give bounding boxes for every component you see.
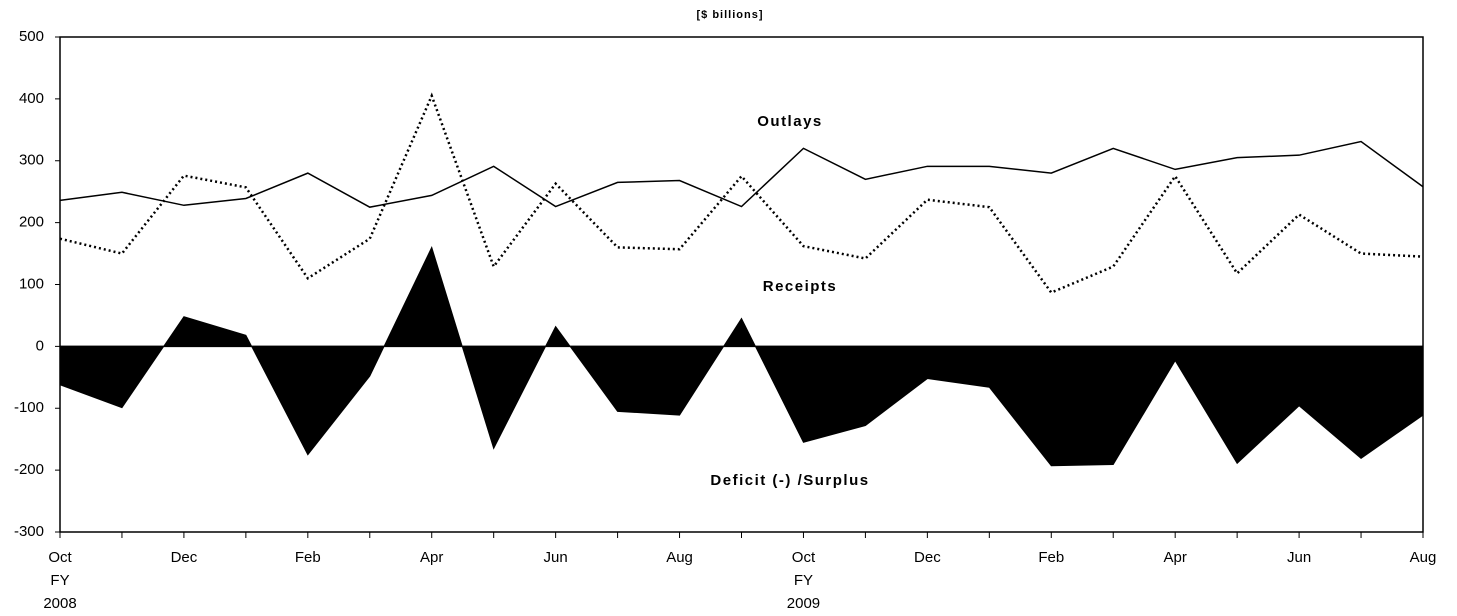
x-tick-label: 2009 (787, 595, 820, 612)
x-tick-label: Jun (544, 549, 568, 566)
x-tick-label: Oct (48, 549, 72, 566)
chart-title: [$ billions] (697, 9, 764, 21)
x-tick-label: Oct (792, 549, 816, 566)
x-tick-label: FY (50, 572, 69, 589)
series-label: Outlays (757, 113, 823, 130)
y-tick-label: 100 (19, 275, 44, 292)
x-tick-label: Jun (1287, 549, 1311, 566)
y-tick-label: 0 (36, 337, 44, 354)
x-tick-label: Aug (666, 549, 693, 566)
x-tick-label: Aug (1410, 549, 1437, 566)
x-tick-label: Apr (420, 549, 443, 566)
y-tick-label: 400 (19, 90, 44, 107)
y-tick-label: 200 (19, 214, 44, 231)
x-tick-label: 2008 (43, 595, 76, 612)
series-line (59, 92, 1424, 295)
x-tick-label: Apr (1164, 549, 1187, 566)
y-tick-label: -300 (14, 523, 44, 540)
y-tick-label: -200 (14, 461, 44, 478)
series-label: Receipts (763, 278, 838, 295)
deficit-area (59, 246, 1424, 467)
y-tick-label: -100 (14, 399, 44, 416)
y-tick-label: 500 (19, 28, 44, 45)
plot-frame (59, 36, 1424, 533)
series-label: Deficit (-) /Surplus (710, 472, 869, 489)
x-tick-label: Dec (171, 549, 198, 566)
x-tick-label: FY (794, 572, 813, 589)
x-tick-label: Feb (1038, 549, 1064, 566)
series-line (59, 140, 1424, 208)
y-tick-label: 300 (19, 152, 44, 169)
x-tick-label: Dec (914, 549, 941, 566)
x-tick-label: Feb (295, 549, 321, 566)
